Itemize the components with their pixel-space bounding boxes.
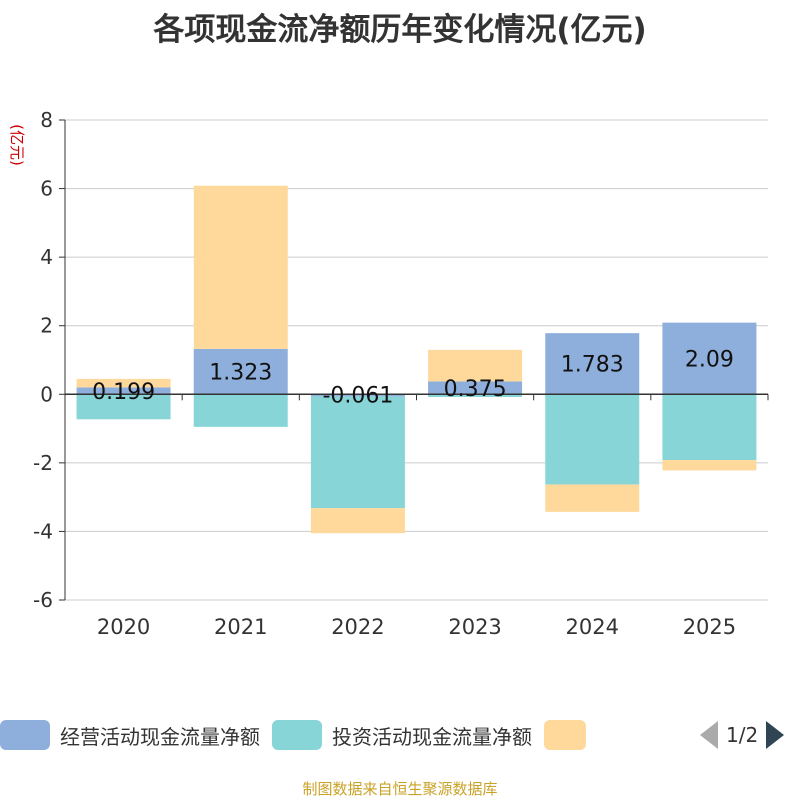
y-axis-title: (亿元)	[8, 124, 26, 166]
x-tick-label-2021: 2021	[214, 615, 267, 639]
bar-2024-series-2	[545, 484, 640, 512]
data-label-2025: 2.09	[685, 347, 734, 372]
x-tick-label-2024: 2024	[566, 615, 619, 639]
legend-next-icon[interactable]	[766, 721, 785, 749]
bar-2021-series-1	[193, 394, 288, 427]
legend-label-operating: 经营活动现金流量净额	[60, 724, 260, 749]
bar-2024-series-1	[545, 394, 640, 485]
bar-2020-series-1	[76, 394, 171, 420]
source-note: 制图数据来自恒生聚源数据库	[302, 780, 498, 798]
legend-label-investing: 投资活动现金流量净额	[332, 724, 532, 749]
data-label-2021: 1.323	[209, 361, 272, 386]
bar-2022-series-1	[310, 396, 405, 509]
y-tick-label: 0	[40, 382, 53, 406]
bar-2025-series-2	[662, 460, 757, 471]
legend-swatch-investing	[272, 720, 322, 750]
chart-title: 各项现金流净额历年变化情况(亿元)	[153, 12, 647, 48]
legend-swatch-third	[544, 720, 586, 750]
bar-2020-series-0	[76, 387, 171, 395]
bar-2021-series-2	[193, 185, 288, 349]
data-label-2024: 1.783	[561, 353, 624, 378]
legend-page-indicator: 1/2	[726, 723, 759, 747]
bar-2023-series-2	[428, 349, 523, 382]
bar-2023-series-1	[428, 394, 523, 398]
y-tick-label: 2	[40, 314, 53, 338]
bar-2025-series-1	[662, 394, 757, 461]
x-tick-label-2025: 2025	[683, 615, 736, 639]
legend-item-operating[interactable]: 经营活动现金流量净额	[0, 720, 260, 750]
bar-2021-series-0	[193, 348, 288, 395]
legend-item-third[interactable]	[544, 720, 596, 750]
data-label-2022: -0.061	[322, 383, 393, 408]
x-tick-label-2020: 2020	[97, 615, 150, 639]
legend: 经营活动现金流量净额 投资活动现金流量净额	[0, 718, 608, 752]
legend-swatch-operating	[0, 720, 50, 750]
bar-2022-series-2	[310, 508, 405, 534]
legend-pager: 1/2	[700, 718, 785, 752]
data-label-2023: 0.375	[444, 377, 507, 402]
bar-2022-series-0	[310, 394, 405, 397]
y-tick-label: -6	[33, 588, 53, 612]
y-tick-label: 6	[40, 177, 53, 201]
bar-2025-series-0	[662, 322, 757, 395]
x-tick-label-2023: 2023	[448, 615, 501, 639]
bar-2023-series-0	[428, 381, 523, 395]
bar-2020-series-2	[76, 378, 171, 388]
x-tick-label-2022: 2022	[331, 615, 384, 639]
y-tick-label: -2	[33, 451, 53, 475]
y-tick-label: -4	[33, 519, 53, 543]
data-label-2020: 0.199	[92, 380, 155, 405]
legend-item-investing[interactable]: 投资活动现金流量净额	[272, 720, 532, 750]
legend-prev-icon[interactable]	[700, 721, 718, 749]
bar-2024-series-0	[545, 333, 640, 395]
y-tick-label: 4	[40, 245, 53, 269]
y-tick-label: 8	[40, 108, 53, 132]
